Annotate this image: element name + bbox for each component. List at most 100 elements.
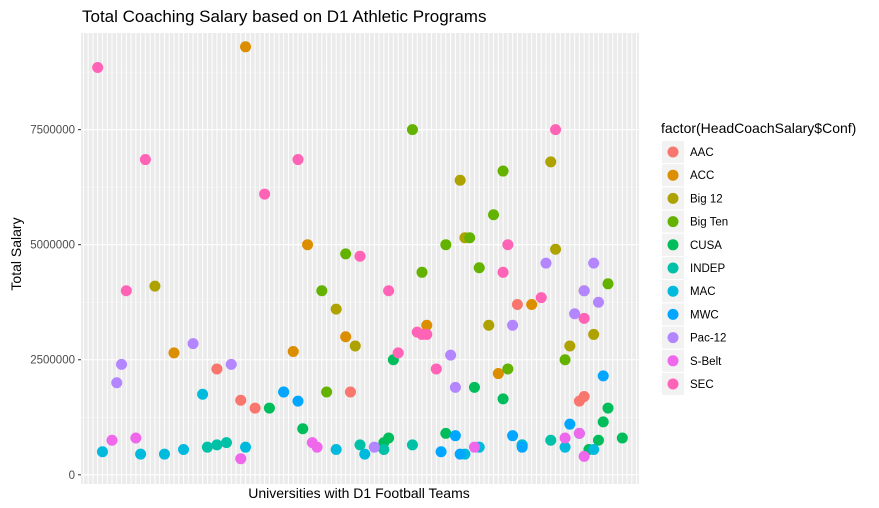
- point-sec: [497, 266, 509, 278]
- point-big-ten: [340, 248, 352, 260]
- point-big-ten: [473, 262, 485, 274]
- point-big-12: [550, 243, 562, 255]
- point-s-belt: [235, 453, 247, 465]
- point-acc: [287, 345, 299, 357]
- legend-key-acc: [667, 169, 679, 181]
- point-big-ten: [321, 386, 333, 398]
- point-acc: [421, 319, 433, 331]
- legend-key-big-12: [667, 192, 679, 204]
- point-pac-12: [578, 285, 590, 297]
- point-cusa: [440, 427, 452, 439]
- point-big-ten: [464, 232, 476, 244]
- point-big-ten: [559, 354, 571, 366]
- point-pac-12: [111, 377, 123, 389]
- legend: factor(HeadCoachSalary$Conf) AAC ACC Big 1…: [661, 120, 856, 395]
- point-indep: [406, 439, 418, 451]
- point-big-ten: [316, 285, 328, 297]
- y-axis-ticks: 0 2500000 5000000 7500000: [30, 125, 81, 482]
- point-mwc: [435, 446, 447, 458]
- point-mac: [240, 441, 252, 453]
- point-s-belt: [311, 441, 323, 453]
- point-sec: [421, 328, 433, 340]
- point-pac-12: [445, 349, 457, 361]
- point-big-12: [330, 303, 342, 315]
- legend-label: Big 12: [690, 193, 723, 205]
- point-s-belt: [130, 432, 142, 444]
- point-mwc: [564, 418, 576, 430]
- point-big-ten: [406, 124, 418, 136]
- point-sec: [354, 250, 366, 262]
- point-pac-12: [592, 296, 604, 308]
- legend-key-indep: [667, 262, 679, 274]
- point-acc: [492, 368, 504, 380]
- legend-label: SEC: [690, 379, 714, 391]
- point-aac: [578, 391, 590, 403]
- point-cusa: [616, 432, 628, 444]
- point-sec: [535, 292, 547, 304]
- point-aac: [511, 299, 523, 311]
- point-cusa: [597, 416, 609, 428]
- legend-key-aac: [667, 146, 679, 158]
- legend-key-s-belt: [667, 355, 679, 367]
- point-mwc: [507, 430, 519, 442]
- legend-key-pac-12: [667, 332, 679, 344]
- point-pac-12: [116, 358, 128, 370]
- point-pac-12: [569, 308, 581, 320]
- point-cusa: [602, 402, 614, 414]
- point-big-12: [564, 340, 576, 352]
- x-axis-title: Universities with D1 Football Teams: [248, 485, 470, 501]
- point-aac: [344, 386, 356, 398]
- point-cusa: [592, 434, 604, 446]
- point-acc: [302, 239, 314, 251]
- point-indep: [211, 439, 223, 451]
- point-big-ten: [416, 266, 428, 278]
- y-tick-label: 0: [69, 470, 75, 482]
- point-mwc: [292, 395, 304, 407]
- legend-label: Big Ten: [690, 217, 728, 229]
- point-big-12: [588, 328, 600, 340]
- point-mwc: [278, 386, 290, 398]
- point-mwc: [597, 370, 609, 382]
- legend-key-cusa: [667, 239, 679, 251]
- point-sec: [383, 285, 395, 297]
- legend-label: S-Belt: [690, 356, 722, 368]
- point-indep: [220, 437, 232, 449]
- chart-title: Total Coaching Salary based on D1 Athlet…: [82, 7, 486, 26]
- point-cusa: [468, 381, 480, 393]
- point-s-belt: [578, 450, 590, 462]
- point-acc: [526, 299, 538, 311]
- legend-label: INDEP: [690, 263, 725, 275]
- point-big-12: [545, 156, 557, 168]
- point-sec: [430, 363, 442, 375]
- legend-key-sec: [667, 378, 679, 390]
- y-tick-label: 5000000: [30, 240, 75, 252]
- legend-key-big-ten: [667, 216, 679, 228]
- legend-label: AAC: [690, 147, 714, 159]
- point-sec: [502, 239, 514, 251]
- point-mac: [135, 448, 147, 460]
- point-mac: [197, 388, 209, 400]
- point-mwc: [516, 441, 528, 453]
- point-mwc: [454, 448, 466, 460]
- point-big-12: [349, 340, 361, 352]
- point-mac: [359, 448, 371, 460]
- point-mac: [588, 443, 600, 455]
- point-big-12: [483, 319, 495, 331]
- point-acc: [340, 331, 352, 343]
- point-s-belt: [468, 441, 480, 453]
- point-cusa: [263, 402, 275, 414]
- point-sec: [120, 285, 132, 297]
- point-big-12: [454, 174, 466, 186]
- point-big-ten: [497, 165, 509, 177]
- point-sec: [392, 347, 404, 359]
- point-pac-12: [588, 257, 600, 269]
- legend-label: ACC: [690, 170, 714, 182]
- point-sec: [578, 312, 590, 324]
- point-cusa: [497, 393, 509, 405]
- point-aac: [211, 363, 223, 375]
- point-sec: [550, 124, 562, 136]
- point-big-ten: [602, 278, 614, 290]
- point-s-belt: [559, 432, 571, 444]
- point-cusa: [383, 432, 395, 444]
- point-mac: [158, 448, 170, 460]
